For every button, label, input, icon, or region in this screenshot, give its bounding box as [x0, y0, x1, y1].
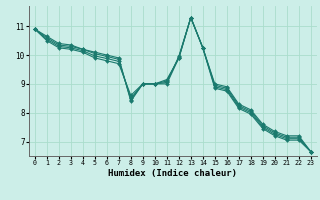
X-axis label: Humidex (Indice chaleur): Humidex (Indice chaleur)	[108, 169, 237, 178]
